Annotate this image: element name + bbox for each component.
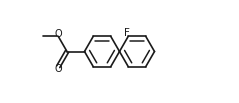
Text: F: F [124, 28, 130, 38]
Text: O: O [54, 64, 62, 74]
Text: O: O [54, 29, 62, 39]
